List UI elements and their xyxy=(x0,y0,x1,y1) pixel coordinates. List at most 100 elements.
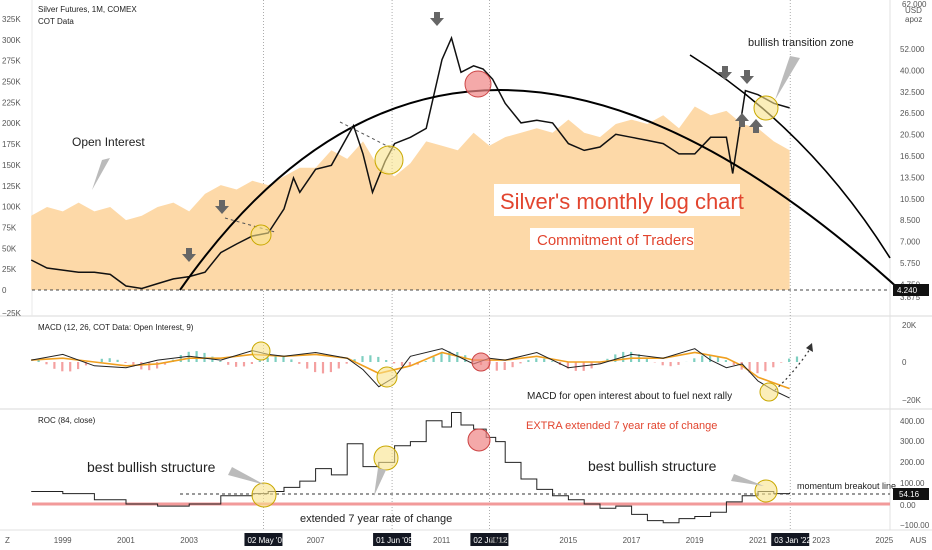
macd-title: MACD (12, 26, COT Data: Open Interest, 9… xyxy=(38,323,194,332)
macd-hist-bar xyxy=(408,362,411,367)
macd-hist-bar xyxy=(321,362,325,374)
right-axis-tick: 32.500 xyxy=(900,88,925,97)
right-axis-tick: 16.500 xyxy=(900,152,925,161)
highlight-circle-2012-macd xyxy=(471,352,491,372)
macd-projection-arrow-icon xyxy=(806,343,813,352)
macd-hist-bar xyxy=(369,355,372,362)
extended-roc-label: extended 7 year rate of change xyxy=(300,513,452,525)
left-axis-tick: 50K xyxy=(2,244,17,253)
macd-hist-bar xyxy=(100,358,103,362)
macd-hist-bar xyxy=(266,357,269,362)
right-axis-tick: 5.750 xyxy=(900,259,921,268)
macd-axis-ticks: 20K 0 −20K xyxy=(902,321,922,405)
roc-axis-tick: 100.00 xyxy=(900,479,925,488)
roc-axis-tick: −100.00 xyxy=(900,521,930,530)
time-axis-tick: 2021 xyxy=(749,536,767,545)
macd-hist-bar xyxy=(179,355,182,362)
right-axis-tick: 10.500 xyxy=(900,195,925,204)
macd-hist-bar xyxy=(187,351,190,362)
price-series xyxy=(30,35,790,290)
right-axis-tick: 52.000 xyxy=(900,45,925,54)
macd-note: MACD for open interest about to fuel nex… xyxy=(527,391,732,402)
right-axis-tick: 26.500 xyxy=(900,109,925,118)
left-axis-tick: 25K xyxy=(2,265,17,274)
highlight-circle-2005-macd xyxy=(251,341,271,361)
down-arrow-icon xyxy=(182,248,196,262)
left-axis-tick: 75K xyxy=(2,223,17,232)
down-arrow-icon xyxy=(740,70,754,84)
chart-subtitle: COT Data xyxy=(38,17,74,26)
macd-hist-bar xyxy=(527,360,530,362)
transition-zone-label: bullish transition zone xyxy=(748,37,854,49)
highlight-circle-2022-macd xyxy=(759,382,779,402)
macd-hist-bar xyxy=(566,362,569,369)
right-axis-tick: 20.500 xyxy=(900,131,925,140)
macd-hist-bar xyxy=(795,356,799,362)
roc-title: ROC (84, close) xyxy=(38,416,96,425)
time-axis-badge[interactable]: Z xyxy=(5,536,10,545)
macd-hist-bar xyxy=(582,362,585,371)
macd-hist-bar xyxy=(274,355,277,362)
macd-hist-bar xyxy=(108,358,111,362)
roc-pointer-icon xyxy=(374,468,386,496)
roc-axis-tick: 400.00 xyxy=(900,417,925,426)
macd-hist-bar xyxy=(37,359,40,362)
left-axis-tick: 250K xyxy=(2,78,21,87)
bullish-structure-pointer-icon-2 xyxy=(731,474,764,486)
parabolic-arc-outer[interactable] xyxy=(179,89,901,291)
up-arrow-icon xyxy=(735,113,749,127)
macd-hist-bar xyxy=(258,360,261,362)
macd-hist-bar xyxy=(630,351,633,362)
macd-hist-bar xyxy=(669,362,672,367)
trend-dash-2009 xyxy=(339,121,396,151)
macd-hist-bar xyxy=(69,362,72,372)
macd-hist-bar xyxy=(116,359,119,362)
macd-hist-bar xyxy=(385,360,388,362)
time-axis-tick: 2011 xyxy=(433,536,451,545)
down-arrow-icon xyxy=(215,200,229,214)
main-title: Silver's monthly log chart xyxy=(500,189,744,214)
left-axis-tick: 150K xyxy=(2,161,21,170)
macd-hist-bar xyxy=(132,362,135,367)
right-axis-tick: 3.875 xyxy=(900,293,921,302)
macd-hist-bar xyxy=(440,353,443,362)
macd-hist-bar xyxy=(511,362,514,368)
macd-hist-bar xyxy=(709,354,712,362)
time-axis-extra: 2013 xyxy=(489,536,507,545)
highlight-circle-2012-price xyxy=(464,70,492,98)
macd-hist-bar xyxy=(314,362,317,373)
macd-hist-bar xyxy=(661,362,664,366)
macd-hist-bar xyxy=(393,362,396,364)
macd-hist-bar xyxy=(788,358,791,362)
transition-zone-pointer-icon xyxy=(775,56,800,100)
left-axis-ticks: 325K 300K 275K 250K 225K 200K 175K 150K 125K 100K… xyxy=(2,15,22,318)
parabolic-arc-inner[interactable] xyxy=(689,54,891,259)
time-axis-tick: 1999 xyxy=(54,536,72,545)
time-axis-tick: 2007 xyxy=(307,536,325,545)
time-axis-tick: 2003 xyxy=(180,536,198,545)
highlight-circle-2005-price xyxy=(250,224,272,246)
chart-title: Silver Futures, 1M, COMEX xyxy=(38,5,137,14)
best-bullish-label-1: best bullish structure xyxy=(87,459,216,475)
left-axis-tick: 325K xyxy=(2,15,21,24)
time-axis-highlights: 02 May '05 01 Jun '09 02 Jul '12 03 Jan '22 xyxy=(244,533,811,546)
macd-hist-bar xyxy=(495,362,498,371)
time-axis-tick: 2015 xyxy=(559,536,577,545)
macd-axis-tick: 20K xyxy=(902,321,917,330)
macd-hist-bar xyxy=(77,362,80,370)
time-axis-scale[interactable]: AUS xyxy=(910,536,926,545)
macd-hist-bar xyxy=(61,362,64,372)
time-axis-tick: 2023 xyxy=(812,536,830,545)
highlight-circle-2009-price xyxy=(374,145,404,175)
macd-hist-bar xyxy=(45,362,48,365)
time-highlight-label: 02 May '05 xyxy=(247,536,286,545)
macd-hist-bar xyxy=(227,362,230,365)
macd-hist-bar xyxy=(432,356,435,362)
time-axis-tick: 2001 xyxy=(117,536,135,545)
macd-hist-bar xyxy=(756,362,759,374)
macd-hist-bar xyxy=(701,355,704,362)
open-interest-pointer-icon xyxy=(92,158,110,190)
highlight-circle-2009-roc xyxy=(373,445,399,471)
macd-hist-bar xyxy=(156,362,159,369)
